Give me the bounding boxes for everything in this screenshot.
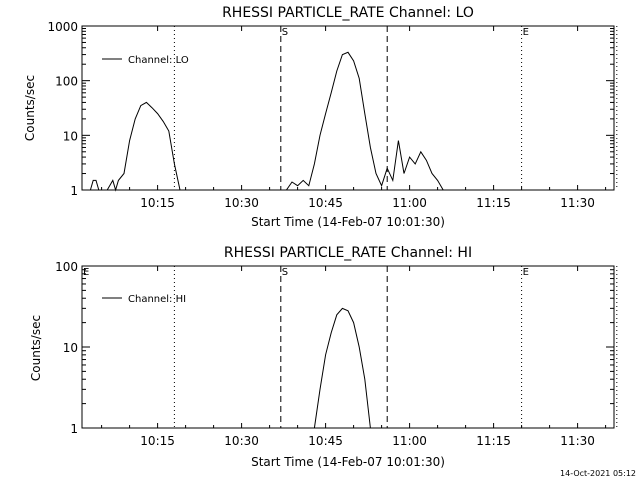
y-tick-label: 1000	[47, 20, 78, 34]
y-tick-label: 10	[63, 341, 78, 355]
x-tick-label: 11:15	[476, 434, 511, 448]
x-tick-label: 11:00	[392, 196, 427, 210]
y-tick-label: 10	[63, 129, 78, 143]
x-tick-label: 10:15	[140, 434, 175, 448]
panel-lo-frame	[81, 25, 615, 191]
series-line	[313, 307, 371, 429]
x-tick-label: 10:30	[224, 196, 259, 210]
x-tick-label: 11:30	[560, 196, 595, 210]
panel-lo-marks: S E 10:15 10:30 10:45 11:00 11:15 11:30 1 10 100 10…	[47, 20, 618, 210]
y-tick-label: 1	[70, 184, 78, 198]
x-tick-label: 10:45	[308, 434, 343, 448]
event-marker-label: E	[523, 267, 529, 278]
panel-hi-frame	[81, 265, 615, 429]
event-marker-label: S	[282, 267, 288, 278]
y-tick-label: 100	[55, 260, 78, 274]
panel-hi-marks: E S E 10:15 10:30 10:45 11:00 11:15 11:30 1 10 100	[55, 260, 618, 448]
x-tick-label: 11:30	[560, 434, 595, 448]
x-tick-label: 10:15	[140, 196, 175, 210]
panel-lo-xlabel: Start Time (14-Feb-07 10:01:30)	[251, 215, 445, 229]
timestamp: 14-Oct-2021 05:12	[560, 469, 636, 478]
x-tick-label: 11:00	[392, 434, 427, 448]
legend-label-lo: Channel: LO	[128, 55, 189, 66]
x-tick-label: 10:45	[308, 196, 343, 210]
panel-hi-xlabel: Start Time (14-Feb-07 10:01:30)	[251, 455, 445, 469]
panel-hi-legend: Channel: HI	[102, 294, 186, 305]
series-line	[89, 51, 444, 192]
panel-hi-ylabel: Counts/sec	[29, 315, 43, 381]
panel-hi: RHESSI PARTICLE_RATE Channel: HI Start T…	[29, 245, 618, 469]
x-tick-label: 10:30	[224, 434, 259, 448]
y-tick-label: 100	[55, 75, 78, 89]
panel-lo-legend: Channel: LO	[102, 55, 189, 66]
panel-lo-title: RHESSI PARTICLE_RATE Channel: LO	[222, 5, 474, 21]
event-marker-label: S	[282, 27, 288, 38]
event-marker-label: E	[83, 267, 89, 278]
panel-lo-ylabel: Counts/sec	[23, 75, 37, 141]
x-tick-label: 11:15	[476, 196, 511, 210]
event-marker-label: E	[523, 27, 529, 38]
legend-label-hi: Channel: HI	[128, 294, 186, 305]
y-tick-label: 1	[70, 422, 78, 436]
panel-lo: RHESSI PARTICLE_RATE Channel: LO Start T…	[23, 5, 618, 229]
panel-hi-title: RHESSI PARTICLE_RATE Channel: HI	[224, 245, 472, 261]
